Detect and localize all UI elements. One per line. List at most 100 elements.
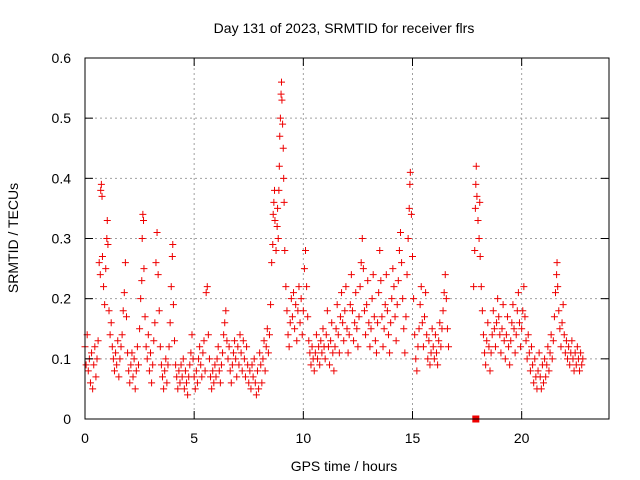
data-point xyxy=(304,313,312,321)
data-point xyxy=(241,373,249,381)
data-point xyxy=(374,319,382,327)
data-point xyxy=(357,259,365,267)
data-point xyxy=(236,331,244,339)
data-point xyxy=(573,343,581,351)
data-point xyxy=(163,379,171,387)
data-point xyxy=(509,301,517,309)
data-point xyxy=(192,367,200,375)
data-point xyxy=(526,367,534,375)
data-point xyxy=(280,198,288,206)
data-point xyxy=(370,313,378,321)
data-point xyxy=(345,331,353,339)
data-point xyxy=(225,343,233,351)
data-point xyxy=(428,325,436,333)
data-point xyxy=(507,337,515,345)
data-point xyxy=(149,361,157,369)
data-point xyxy=(334,331,342,339)
data-point xyxy=(406,168,414,176)
data-point xyxy=(445,343,453,351)
data-point xyxy=(91,343,99,351)
data-point xyxy=(240,355,248,363)
data-point xyxy=(365,319,373,327)
x-tick-label: 5 xyxy=(190,430,198,446)
data-point xyxy=(155,307,163,315)
data-point xyxy=(395,247,403,255)
data-point xyxy=(321,355,329,363)
data-point xyxy=(181,367,189,375)
data-point xyxy=(152,259,160,267)
data-point xyxy=(238,367,246,375)
data-point xyxy=(430,355,438,363)
data-point xyxy=(144,331,152,339)
data-point xyxy=(535,349,543,357)
data-point xyxy=(88,349,96,357)
data-point xyxy=(332,325,340,333)
data-point xyxy=(148,379,156,387)
data-point xyxy=(499,301,507,309)
data-point xyxy=(184,391,192,399)
data-point xyxy=(157,361,165,369)
data-point xyxy=(488,331,496,339)
data-point xyxy=(112,349,120,357)
data-point xyxy=(481,349,489,357)
data-point xyxy=(154,271,162,279)
data-point xyxy=(117,343,125,351)
data-point xyxy=(106,331,114,339)
data-point xyxy=(273,222,281,230)
data-point xyxy=(239,337,247,345)
data-point xyxy=(212,373,220,381)
data-point xyxy=(202,289,210,297)
data-point xyxy=(222,307,230,315)
data-point xyxy=(412,355,420,363)
data-point xyxy=(363,301,371,309)
data-point xyxy=(122,313,130,321)
data-point xyxy=(494,295,502,303)
data-point xyxy=(406,180,414,188)
data-point xyxy=(521,313,529,321)
data-point xyxy=(418,319,426,327)
data-point xyxy=(169,301,177,309)
data-point xyxy=(255,385,263,393)
data-point xyxy=(358,235,366,242)
data-point xyxy=(276,114,284,122)
data-point xyxy=(275,186,283,194)
data-point xyxy=(138,235,146,242)
data-point xyxy=(195,355,203,363)
data-point xyxy=(86,379,94,387)
data-point xyxy=(514,289,522,297)
data-point xyxy=(168,253,176,261)
data-point xyxy=(183,379,191,387)
data-point xyxy=(520,283,528,291)
data-point xyxy=(433,349,441,357)
data-point xyxy=(319,325,327,333)
data-point xyxy=(113,361,121,369)
data-point xyxy=(423,331,431,339)
data-point xyxy=(344,349,352,357)
data-point xyxy=(354,343,362,351)
data-point xyxy=(167,283,175,291)
data-point xyxy=(407,210,415,218)
data-point xyxy=(557,343,565,351)
data-point xyxy=(204,331,212,339)
data-point xyxy=(103,235,111,242)
data-point xyxy=(220,331,228,339)
y-tick-label: 0.4 xyxy=(52,170,72,186)
data-point xyxy=(178,373,186,381)
data-point xyxy=(107,319,115,327)
data-point xyxy=(348,307,356,315)
data-point xyxy=(258,379,266,387)
data-point xyxy=(197,361,205,369)
x-tick-label: 15 xyxy=(405,430,421,446)
data-point xyxy=(548,355,556,363)
data-point xyxy=(92,373,100,381)
data-point xyxy=(292,301,300,309)
data-point xyxy=(141,313,149,321)
data-point xyxy=(471,204,479,212)
data-point xyxy=(126,379,134,387)
data-point xyxy=(279,144,287,152)
data-point xyxy=(140,216,148,224)
data-point xyxy=(169,241,177,249)
data-point xyxy=(327,337,335,345)
data-point xyxy=(484,319,492,327)
